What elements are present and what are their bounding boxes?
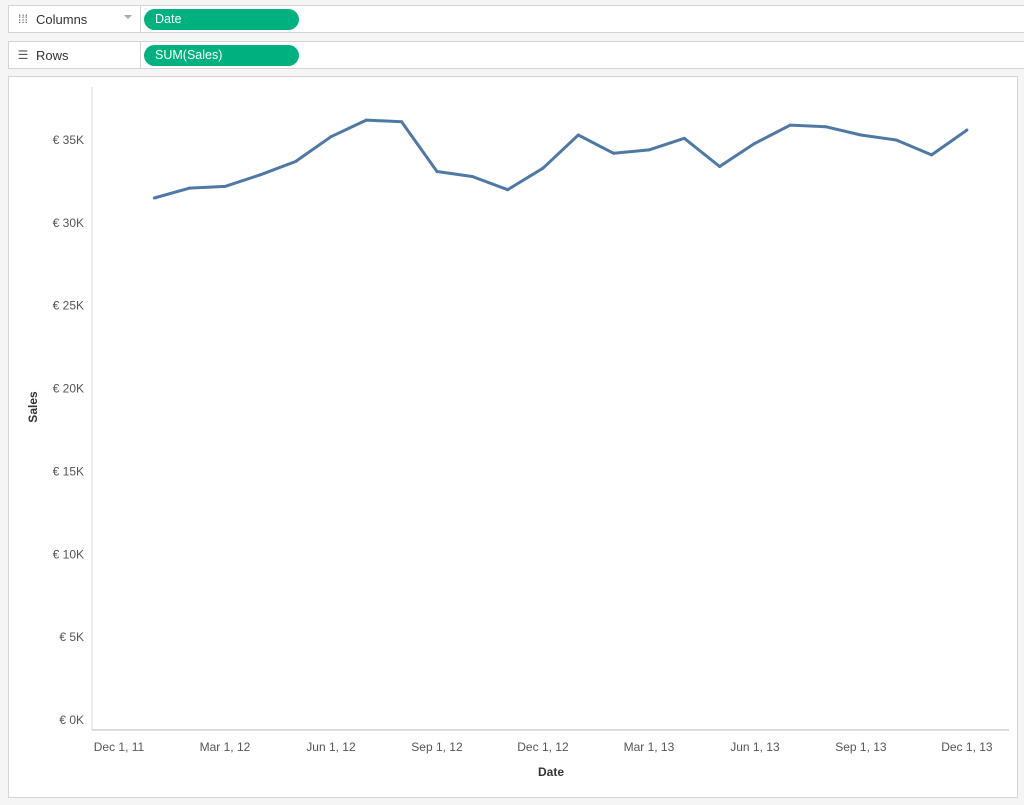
data-point[interactable] <box>612 151 616 155</box>
x-tick-label: Dec 1, 13 <box>941 740 993 754</box>
data-point[interactable] <box>294 160 298 164</box>
data-point[interactable] <box>152 196 156 200</box>
sum-sales-pill[interactable]: SUM(Sales) <box>144 45 299 66</box>
rows-shelf-label: ☰ Rows <box>9 42 141 68</box>
rows-shelf[interactable]: ☰ Rows SUM(Sales) <box>8 41 1024 69</box>
data-point[interactable] <box>188 186 192 190</box>
x-tick-label: Dec 1, 12 <box>517 740 569 754</box>
data-point[interactable] <box>364 118 368 122</box>
y-tick-label: € 20K <box>53 382 84 396</box>
x-tick-label: Mar 1, 13 <box>624 740 675 754</box>
rows-list-icon: ☰ <box>17 48 29 62</box>
columns-icon: ⁞⁞⁞ <box>17 12 28 26</box>
columns-shelf-label: ⁞⁞⁞ Columns <box>9 6 141 32</box>
y-tick-label: € 35K <box>53 133 84 147</box>
date-pill[interactable]: Date <box>144 9 299 30</box>
y-axis-title: Sales <box>26 391 40 423</box>
chevron-down-icon[interactable] <box>124 15 132 19</box>
data-point[interactable] <box>258 173 262 177</box>
data-point[interactable] <box>541 166 545 170</box>
data-point[interactable] <box>400 120 404 124</box>
rows-label: Rows <box>36 47 69 63</box>
data-point[interactable] <box>223 184 227 188</box>
data-point[interactable] <box>506 188 510 192</box>
x-tick-label: Sep 1, 12 <box>411 740 463 754</box>
data-point[interactable] <box>824 125 828 129</box>
data-point[interactable] <box>753 141 757 145</box>
data-point[interactable] <box>859 133 863 137</box>
chart-panel: € 0K € 5K € 10K € 15K € 20K € 25K € 30K € 35K D… <box>8 76 1018 798</box>
columns-shelf[interactable]: ⁞⁞⁞ Columns Date <box>8 5 1024 33</box>
data-point[interactable] <box>965 128 969 132</box>
data-point[interactable] <box>930 153 934 157</box>
line-chart: € 0K € 5K € 10K € 15K € 20K € 25K € 30K € 35K D… <box>26 87 1009 779</box>
data-point[interactable] <box>576 133 580 137</box>
x-tick-label: Dec 1, 11 <box>94 740 145 754</box>
x-tick-label: Mar 1, 12 <box>200 740 251 754</box>
data-point[interactable] <box>788 123 792 127</box>
x-tick-label: Jun 1, 12 <box>306 740 356 754</box>
data-point[interactable] <box>329 135 333 139</box>
sales-line[interactable] <box>153 118 968 200</box>
y-tick-label: € 0K <box>59 713 84 727</box>
y-tick-label: € 15K <box>53 464 84 478</box>
y-tick-label: € 25K <box>53 299 84 313</box>
x-tick-label: Sep 1, 13 <box>835 740 887 754</box>
columns-label: Columns <box>36 11 88 27</box>
data-point[interactable] <box>647 148 651 152</box>
data-point[interactable] <box>435 169 439 173</box>
data-point[interactable] <box>718 165 722 169</box>
y-tick-label: € 30K <box>53 216 84 230</box>
y-tick-label: € 10K <box>53 547 84 561</box>
y-tick-label: € 5K <box>59 630 84 644</box>
data-point[interactable] <box>682 136 686 140</box>
data-point[interactable] <box>894 138 898 142</box>
x-tick-label: Jun 1, 13 <box>730 740 780 754</box>
data-point[interactable] <box>470 174 474 178</box>
x-axis-title: Date <box>538 765 564 779</box>
